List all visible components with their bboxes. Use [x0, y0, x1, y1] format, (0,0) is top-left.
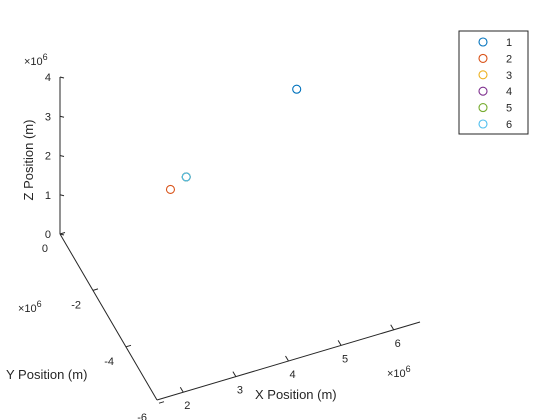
- data-point-1: [292, 84, 302, 94]
- x-tick-label: 2: [184, 400, 190, 412]
- y-tick: [59, 232, 66, 235]
- z-tick: [59, 194, 65, 197]
- legend-label-1: 1: [506, 37, 512, 49]
- tick-label-group: 0 1 2 3 4 0 -2 -4 -6 2 3 4 5 6: [42, 72, 401, 420]
- data-point-6: [181, 172, 191, 182]
- x-tick: [337, 340, 342, 346]
- legend-marker-6: [478, 119, 488, 129]
- z-tick-label: 1: [45, 190, 51, 202]
- y-tick: [158, 401, 165, 404]
- data-points: [165, 84, 302, 195]
- x-tick-label: 3: [237, 385, 243, 397]
- x-tick-label: 4: [289, 369, 295, 381]
- z-axis-label: Z Position (m): [21, 120, 36, 201]
- y-tick-label: -6: [137, 412, 147, 420]
- legend-marker-3: [478, 70, 488, 80]
- x-tick: [285, 355, 289, 362]
- legend-label-6: 6: [506, 119, 512, 131]
- legend-marker-5: [478, 103, 488, 113]
- x-tick: [390, 324, 395, 331]
- legend-label-2: 2: [506, 53, 512, 65]
- x-tick-label: 6: [395, 338, 401, 350]
- legend-marker-4: [478, 86, 488, 96]
- y-tick: [92, 288, 99, 291]
- z-tick: [59, 76, 65, 79]
- x-axis-label: X Position (m): [255, 387, 337, 402]
- z-tick-label: 2: [45, 151, 51, 163]
- tick-group: [59, 76, 395, 404]
- legend: 1 2 3 4 5 6: [458, 30, 529, 135]
- y-tick-label: 0: [42, 243, 48, 255]
- legend-box: [458, 30, 529, 135]
- y-axis-label: Y Position (m): [6, 367, 87, 382]
- x-tick: [232, 371, 237, 377]
- z-tick: [59, 115, 65, 118]
- y-tick: [125, 344, 132, 348]
- y-tick-label: -4: [104, 356, 114, 368]
- x-tick-label: 5: [342, 353, 348, 365]
- legend-label-5: 5: [506, 103, 512, 115]
- z-tick-label: 3: [45, 111, 51, 123]
- y-axis-line: [59, 233, 158, 401]
- x-exponent-label: ×106: [387, 364, 411, 380]
- plot-axes: [59, 77, 421, 401]
- legend-label-3: 3: [506, 70, 512, 82]
- legend-marker-1: [478, 37, 488, 47]
- z-tick-label: 0: [45, 229, 51, 241]
- data-point-2: [165, 184, 176, 195]
- legend-marker-2: [478, 53, 488, 63]
- z-tick-label: 4: [45, 72, 51, 84]
- y-tick-label: -2: [71, 299, 81, 311]
- z-tick: [59, 155, 65, 157]
- z-exponent-label: ×106: [24, 52, 48, 68]
- y-exponent-label: ×106: [18, 299, 42, 315]
- legend-label-4: 4: [506, 86, 512, 98]
- x-tick: [179, 386, 184, 393]
